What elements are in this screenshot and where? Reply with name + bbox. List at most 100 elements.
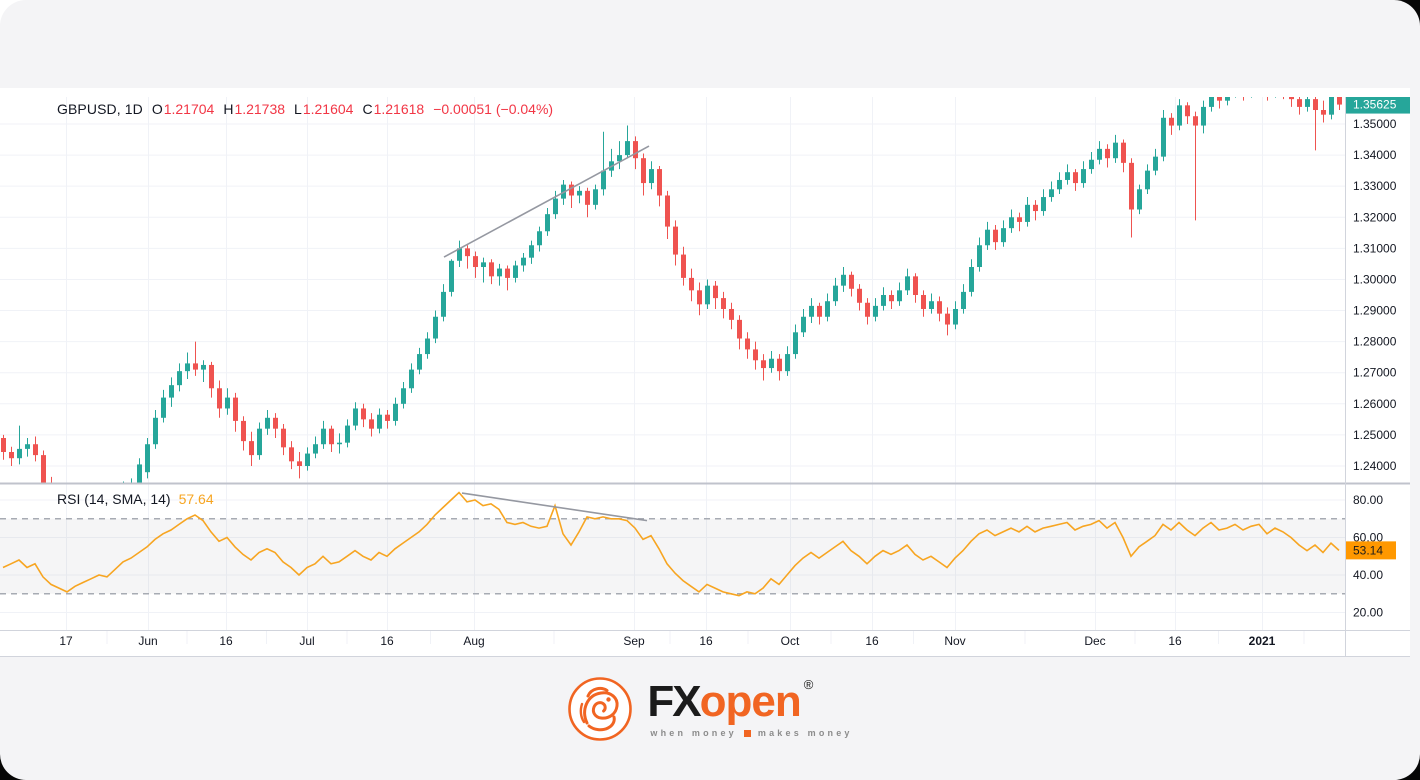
candle-up[interactable] xyxy=(345,425,350,443)
candle-down[interactable] xyxy=(713,285,718,299)
candle-down[interactable] xyxy=(1073,172,1078,184)
candle-up[interactable] xyxy=(537,231,542,246)
candle-up[interactable] xyxy=(481,262,486,268)
candle-down[interactable] xyxy=(889,294,894,302)
candle-down[interactable] xyxy=(665,195,670,227)
candle-up[interactable] xyxy=(225,397,230,409)
candle-up[interactable] xyxy=(153,417,158,445)
candle-up[interactable] xyxy=(801,316,806,333)
candle-up[interactable] xyxy=(1089,159,1094,170)
candle-down[interactable] xyxy=(281,428,286,448)
candle-up[interactable] xyxy=(1097,148,1102,160)
candlestick-rsi-chart[interactable]: 1.35000 1.34000 1.33000 1.32000 1.31000 1.300… xyxy=(0,88,1410,657)
candle-down[interactable] xyxy=(753,349,758,361)
candle-up[interactable] xyxy=(521,257,526,266)
candle-down[interactable] xyxy=(657,169,662,196)
candle-up[interactable] xyxy=(425,338,430,355)
candle-up[interactable] xyxy=(1273,88,1278,93)
candle-up[interactable] xyxy=(897,290,902,302)
candle-down[interactable] xyxy=(465,248,470,257)
candle-up[interactable] xyxy=(1161,117,1166,157)
candle-up[interactable] xyxy=(825,301,830,317)
candle-down[interactable] xyxy=(921,294,926,309)
candle-up[interactable] xyxy=(449,260,454,292)
candle-up[interactable] xyxy=(649,169,654,184)
candle-down[interactable] xyxy=(1033,204,1038,212)
candle-up[interactable] xyxy=(257,428,262,456)
rsi-trendline[interactable] xyxy=(461,492,648,522)
candle-up[interactable] xyxy=(17,448,22,459)
candle-down[interactable] xyxy=(1121,142,1126,163)
candle-down[interactable] xyxy=(1337,88,1342,105)
candle-down[interactable] xyxy=(937,301,942,314)
candle-down[interactable] xyxy=(1185,105,1190,117)
candle-up[interactable] xyxy=(1113,142,1118,159)
candle-up[interactable] xyxy=(769,358,774,369)
candle-up[interactable] xyxy=(1041,197,1046,212)
candle-down[interactable] xyxy=(737,319,742,339)
candle-up[interactable] xyxy=(625,141,630,156)
candle-up[interactable] xyxy=(433,316,438,339)
candle-down[interactable] xyxy=(1017,217,1022,222)
candle-up[interactable] xyxy=(1057,179,1062,190)
candle-up[interactable] xyxy=(953,308,958,325)
candle-up[interactable] xyxy=(969,267,974,292)
candle-up[interactable] xyxy=(905,276,910,291)
rsi-pane[interactable] xyxy=(0,491,1345,597)
candle-up[interactable] xyxy=(833,285,838,302)
candle-down[interactable] xyxy=(569,184,574,196)
candle-up[interactable] xyxy=(1009,217,1014,229)
candle-down[interactable] xyxy=(1105,148,1110,159)
candle-up[interactable] xyxy=(1065,172,1070,180)
candle-up[interactable] xyxy=(1233,88,1238,91)
rsi-title[interactable]: RSI (14, SMA, 14) xyxy=(57,491,171,507)
candle-up[interactable] xyxy=(545,214,550,232)
candle-up[interactable] xyxy=(1201,106,1206,126)
candle-down[interactable] xyxy=(1,438,6,452)
candle-up[interactable] xyxy=(393,403,398,421)
candle-up[interactable] xyxy=(409,369,414,389)
candle-down[interactable] xyxy=(777,358,782,372)
candle-down[interactable] xyxy=(729,308,734,320)
candle-down[interactable] xyxy=(745,338,750,350)
candle-up[interactable] xyxy=(321,428,326,445)
candle-up[interactable] xyxy=(593,189,598,205)
candles[interactable] xyxy=(1,88,1342,567)
candle-up[interactable] xyxy=(1081,169,1086,184)
candle-down[interactable] xyxy=(209,364,214,389)
time-axis[interactable]: 17 Jun 16 Jul 16 Aug Sep 16 Oct 16 Nov Dec 16 2021 xyxy=(59,631,1305,648)
candle-up[interactable] xyxy=(497,268,502,277)
candle-down[interactable] xyxy=(273,417,278,429)
candle-up[interactable] xyxy=(977,245,982,268)
candle-up[interactable] xyxy=(929,301,934,309)
candle-up[interactable] xyxy=(961,291,966,309)
candle-down[interactable] xyxy=(849,274,854,289)
candle-up[interactable] xyxy=(401,388,406,404)
candle-up[interactable] xyxy=(873,305,878,317)
candle-down[interactable] xyxy=(633,141,638,159)
candle-down[interactable] xyxy=(681,254,686,278)
price-axis[interactable]: 1.35000 1.34000 1.33000 1.32000 1.31000 1.300… xyxy=(1353,117,1397,620)
candle-down[interactable] xyxy=(505,268,510,278)
candle-up[interactable] xyxy=(1001,228,1006,243)
candle-down[interactable] xyxy=(297,461,302,466)
candle-down[interactable] xyxy=(361,408,366,420)
candle-down[interactable] xyxy=(585,190,590,205)
candle-up[interactable] xyxy=(185,363,190,372)
candle-up[interactable] xyxy=(1305,99,1310,107)
candle-down[interactable] xyxy=(697,290,702,305)
candle-down[interactable] xyxy=(233,397,238,421)
candle-down[interactable] xyxy=(1289,90,1294,100)
candle-up[interactable] xyxy=(441,291,446,317)
price-trendline[interactable] xyxy=(443,145,650,258)
candle-down[interactable] xyxy=(1297,99,1302,107)
candle-up[interactable] xyxy=(353,408,358,426)
candle-up[interactable] xyxy=(161,397,166,418)
candle-down[interactable] xyxy=(913,276,918,295)
candle-down[interactable] xyxy=(1321,110,1326,115)
candle-down[interactable] xyxy=(49,485,54,511)
candle-up[interactable] xyxy=(1249,88,1254,93)
candle-down[interactable] xyxy=(1241,88,1246,93)
candle-up[interactable] xyxy=(985,229,990,246)
candle-down[interactable] xyxy=(721,298,726,309)
